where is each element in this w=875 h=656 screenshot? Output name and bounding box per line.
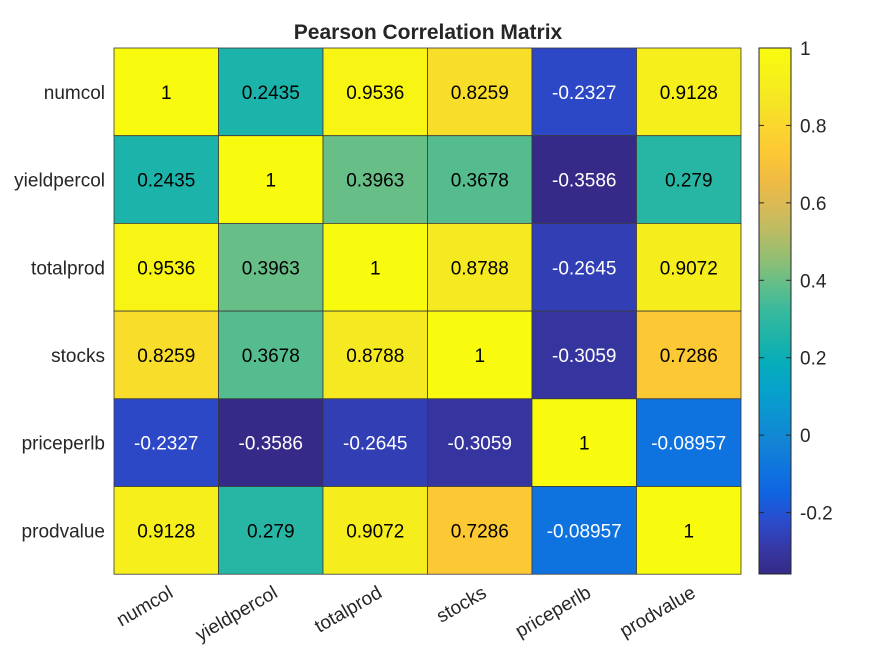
cell-value-label: -0.2327: [552, 83, 616, 104]
chart-title: Pearson Correlation Matrix: [294, 21, 563, 44]
column-label: totalprod: [311, 582, 386, 637]
cell-value-label: 0.3678: [242, 346, 300, 367]
heatmap-cell: [427, 310, 533, 400]
heatmap-cell: [636, 486, 742, 575]
cell-value-label: 1: [474, 346, 485, 367]
heatmap-cells: 1 0.2435 0.9536 0.8259 -0.2327 0.9128 0.2435 1 0…: [113, 47, 742, 575]
heatmap-cell: [427, 398, 533, 487]
cell-value-label: 1: [683, 521, 694, 542]
cell-value-label: 0.279: [247, 521, 295, 542]
cell-value-label: 0.9128: [137, 521, 195, 542]
column-label: priceperlb: [512, 582, 595, 642]
heatmap-cell: [218, 135, 324, 224]
heatmap-cell: [531, 222, 637, 312]
cell-value-label: 0.3963: [346, 171, 404, 192]
cell-value-label: -0.08957: [651, 434, 726, 455]
row-label: totalprod: [31, 258, 105, 279]
heatmap-cell: [218, 310, 324, 400]
cell-value-label: 1: [161, 83, 172, 104]
heatmap-cell: [531, 398, 637, 487]
cell-value-label: 0.9536: [137, 258, 195, 279]
row-label: stocks: [51, 346, 105, 367]
column-label: numcol: [113, 582, 177, 631]
cell-value-label: 0.2435: [137, 171, 195, 192]
heatmap-cell: [427, 135, 533, 224]
heatmap-cell: [531, 47, 637, 137]
heatmap-cell: [636, 135, 742, 224]
heatmap-cell: [113, 222, 219, 312]
heatmap-cell: [218, 47, 324, 137]
cell-value-label: 0.2435: [242, 83, 300, 104]
cell-value-label: -0.3586: [239, 434, 303, 455]
heatmap-cell: [636, 47, 742, 137]
cell-value-label: 0.8259: [137, 346, 195, 367]
column-labels: numcol yieldpercol totalprod stocks priceper…: [113, 582, 699, 646]
row-labels: numcol yieldpercol totalprod stocks priceper…: [14, 83, 105, 542]
colorbar-tick-label: -0.2: [800, 504, 833, 525]
heatmap-cell: [218, 222, 324, 312]
cell-value-label: 0.9072: [346, 521, 404, 542]
cell-value-label: 0.7286: [451, 521, 509, 542]
heatmap-cell: [113, 398, 219, 487]
heatmap-cell: [427, 486, 533, 575]
column-label: yieldpercol: [192, 582, 281, 646]
heatmap-cell: [636, 398, 742, 487]
cell-value-label: 0.9072: [660, 258, 718, 279]
colorbar-tick-label: 0.2: [800, 349, 826, 370]
heatmap-cell: [113, 310, 219, 400]
colorbar: -0.2 0 0.2 0.4 0.6 0.8 1: [758, 39, 833, 575]
cell-value-label: 0.8788: [346, 346, 404, 367]
cell-value-label: -0.2327: [134, 434, 198, 455]
heatmap-cell: [322, 310, 428, 400]
heatmap-cell: [113, 47, 219, 137]
cell-value-label: 0.9536: [346, 83, 404, 104]
heatmap-cell: [531, 310, 637, 400]
cell-value-label: 1: [265, 171, 276, 192]
cell-value-label: -0.2645: [552, 258, 616, 279]
cell-value-label: -0.2645: [343, 434, 407, 455]
colorbar-tick-label: 0: [800, 426, 811, 447]
row-label: prodvalue: [22, 521, 105, 542]
cell-value-label: 0.9128: [660, 83, 718, 104]
row-label: yieldpercol: [14, 171, 105, 192]
heatmap-cell: [531, 486, 637, 575]
colorbar-tick-label: 1: [800, 39, 811, 60]
colorbar-tick-label: 0.8: [800, 116, 826, 137]
colorbar-gradient: [758, 47, 792, 575]
heatmap-cell: [427, 47, 533, 137]
cell-value-label: 0.7286: [660, 346, 718, 367]
heatmap-cell: [427, 222, 533, 312]
heatmap-cell: [113, 486, 219, 575]
cell-value-label: 0.8788: [451, 258, 509, 279]
colorbar-tick-label: 0.6: [800, 194, 826, 215]
row-label: priceperlb: [22, 434, 105, 455]
cell-value-label: -0.08957: [547, 521, 622, 542]
column-label: stocks: [433, 582, 490, 627]
heatmap-cell: [636, 310, 742, 400]
heatmap-cell: [636, 222, 742, 312]
cell-value-label: -0.3586: [552, 171, 616, 192]
cell-value-label: 0.3963: [242, 258, 300, 279]
cell-value-label: -0.3059: [448, 434, 512, 455]
heatmap-cell: [322, 47, 428, 137]
heatmap-cell: [322, 222, 428, 312]
cell-value-label: 0.3678: [451, 171, 509, 192]
heatmap-cell: [322, 398, 428, 487]
colorbar-tick-label: 0.4: [800, 271, 827, 292]
row-label: numcol: [44, 83, 105, 104]
column-label: prodvalue: [616, 582, 699, 642]
cell-value-label: 0.279: [665, 171, 713, 192]
cell-value-label: 1: [370, 258, 381, 279]
cell-value-label: 0.8259: [451, 83, 509, 104]
cell-value-label: -0.3059: [552, 346, 616, 367]
cell-value-label: 1: [579, 434, 590, 455]
